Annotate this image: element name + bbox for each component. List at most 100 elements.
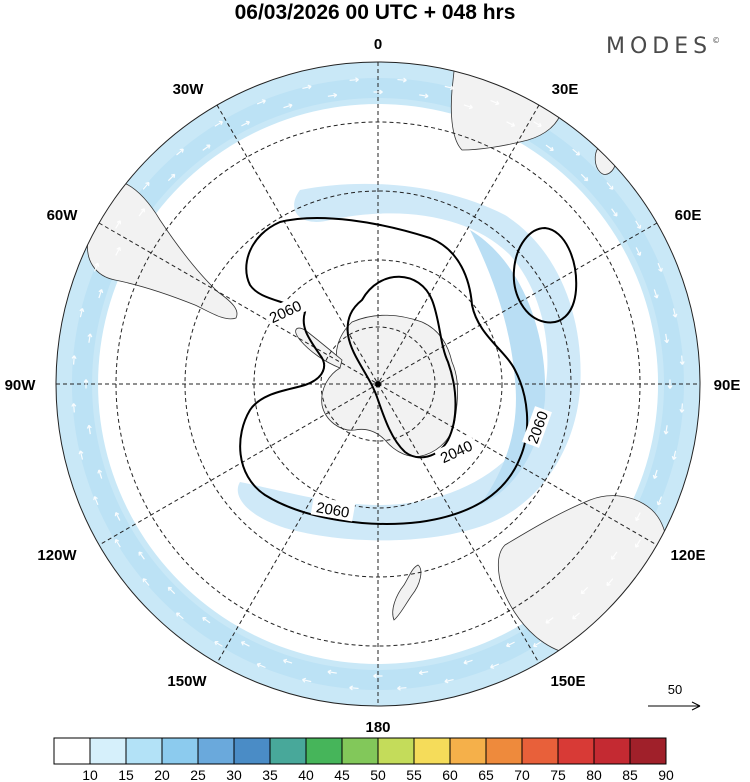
colorbar-tick-label: 50 bbox=[370, 767, 386, 782]
contour-2060-main bbox=[239, 217, 529, 525]
colorbar-swatch bbox=[305, 737, 343, 765]
lon-label-150e: 150E bbox=[550, 673, 585, 690]
map-title: 06/03/2026 00 UTC + 048 hrs bbox=[234, 1, 516, 24]
wind-arrow bbox=[611, 208, 618, 217]
colorbar-tick-label: 20 bbox=[154, 767, 170, 782]
wind-arrow bbox=[635, 512, 641, 522]
wind-arrow bbox=[78, 450, 84, 460]
colorbar-swatch bbox=[593, 737, 631, 765]
wind-arrow bbox=[653, 289, 659, 299]
wind-arrow bbox=[349, 685, 359, 691]
wind-arrow bbox=[679, 403, 685, 413]
wind-arrow bbox=[397, 77, 407, 83]
wind-arrow bbox=[167, 173, 176, 182]
wind-arrow bbox=[664, 333, 670, 344]
wind-arrow bbox=[176, 148, 184, 156]
wind-arrow bbox=[327, 92, 338, 98]
colorbar-tick-label: 60 bbox=[442, 767, 458, 782]
wind-arrow bbox=[93, 262, 100, 272]
colorbar-swatch bbox=[377, 737, 415, 765]
wind-arrow bbox=[327, 669, 337, 675]
contour-label-2060-south: 2060 bbox=[315, 499, 351, 522]
wind-arrow bbox=[635, 247, 642, 256]
wind-arrow bbox=[572, 148, 581, 156]
wind-arrow bbox=[490, 99, 500, 106]
colorbar-swatch bbox=[53, 737, 91, 765]
colorbar-tick-label: 10 bbox=[82, 767, 98, 782]
wind-arrow bbox=[349, 77, 359, 83]
wind-arrow bbox=[79, 307, 85, 318]
wind-arrow bbox=[545, 617, 554, 624]
wind-arrow bbox=[301, 677, 312, 683]
wind-arrow bbox=[114, 512, 121, 521]
wind-arrow bbox=[671, 450, 677, 461]
colorbar-swatch bbox=[89, 737, 127, 765]
wind-arrow bbox=[580, 586, 589, 595]
wind-arrow bbox=[418, 670, 429, 676]
colorbar: 10 15 20 25 30 35 40 45 50 55 60 65 70 75 80 85 90 bbox=[53, 737, 674, 782]
colorbar-tick-label: 35 bbox=[262, 767, 278, 782]
map-border bbox=[55, 61, 701, 707]
wind-arrow bbox=[93, 496, 99, 506]
colorbar-swatch bbox=[125, 737, 163, 765]
colorbar-swatch bbox=[197, 737, 235, 765]
lon-label-150w: 150W bbox=[167, 673, 207, 690]
colorbar-tick-label: 15 bbox=[118, 767, 134, 782]
brand-name: MODES bbox=[606, 34, 713, 59]
colorbar-tick-label: 90 bbox=[658, 767, 674, 782]
lon-label-60w: 60W bbox=[47, 207, 79, 224]
colorbar-swatch bbox=[449, 737, 487, 765]
colorbar-swatch bbox=[413, 737, 451, 765]
reference-vector: 50 bbox=[648, 682, 701, 711]
wind-vectors bbox=[71, 77, 685, 691]
wind-arrow bbox=[167, 586, 176, 595]
lon-label-90w: 90W bbox=[5, 377, 37, 394]
wind-arrow bbox=[138, 551, 145, 560]
lon-label-120e: 120E bbox=[670, 547, 705, 564]
lon-label-30e: 30E bbox=[552, 81, 579, 98]
wind-arrow bbox=[214, 120, 224, 127]
colorbar-swatch bbox=[485, 737, 523, 765]
wind-arrow bbox=[142, 181, 150, 190]
wind-arrow bbox=[115, 246, 121, 256]
colorbar-tick-label: 55 bbox=[406, 767, 422, 782]
colorbar-swatch bbox=[233, 737, 271, 765]
wind-arrow bbox=[463, 104, 473, 110]
wind-arrow bbox=[545, 144, 554, 152]
colorbar-swatch bbox=[629, 737, 667, 765]
colorbar-tick-label: 65 bbox=[478, 767, 494, 782]
colorbar-swatch bbox=[557, 737, 595, 765]
modes-logo: MODES© bbox=[606, 34, 720, 59]
colorbar-tick-label: 80 bbox=[586, 767, 602, 782]
wind-arrow bbox=[444, 85, 455, 91]
new-zealand bbox=[392, 564, 422, 621]
lon-label-30w: 30W bbox=[173, 81, 205, 98]
wind-arrow bbox=[98, 289, 104, 299]
lon-label-180: 180 bbox=[365, 719, 390, 736]
wind-arrow bbox=[283, 103, 293, 109]
wind-arrow bbox=[202, 616, 211, 624]
wind-arrow bbox=[444, 678, 454, 684]
wind-arrow bbox=[241, 120, 250, 127]
colorbar-swatch bbox=[521, 737, 559, 765]
wind-arrow bbox=[86, 424, 92, 435]
colorbar-tick-label: 40 bbox=[298, 767, 314, 782]
contour-2060-cell bbox=[512, 226, 578, 324]
wind-arrow bbox=[71, 355, 77, 365]
colorbar-swatch bbox=[341, 737, 379, 765]
lon-label-60e: 60E bbox=[675, 207, 702, 224]
wind-arrow bbox=[610, 551, 618, 560]
wind-arrow bbox=[532, 641, 542, 648]
wind-arrow bbox=[657, 262, 663, 272]
wind-arrow bbox=[83, 379, 89, 389]
wind-arrow bbox=[419, 93, 429, 99]
wind-arrow bbox=[679, 355, 685, 365]
colorbar-tick-label: 25 bbox=[190, 767, 206, 782]
wind-arrow bbox=[373, 673, 383, 679]
wind-arrow bbox=[656, 496, 663, 506]
colorbar-tick-label: 70 bbox=[514, 767, 530, 782]
wind-arrow bbox=[506, 121, 516, 127]
antarctic-peninsula bbox=[295, 327, 343, 369]
colorbar-tick-label: 30 bbox=[226, 767, 242, 782]
